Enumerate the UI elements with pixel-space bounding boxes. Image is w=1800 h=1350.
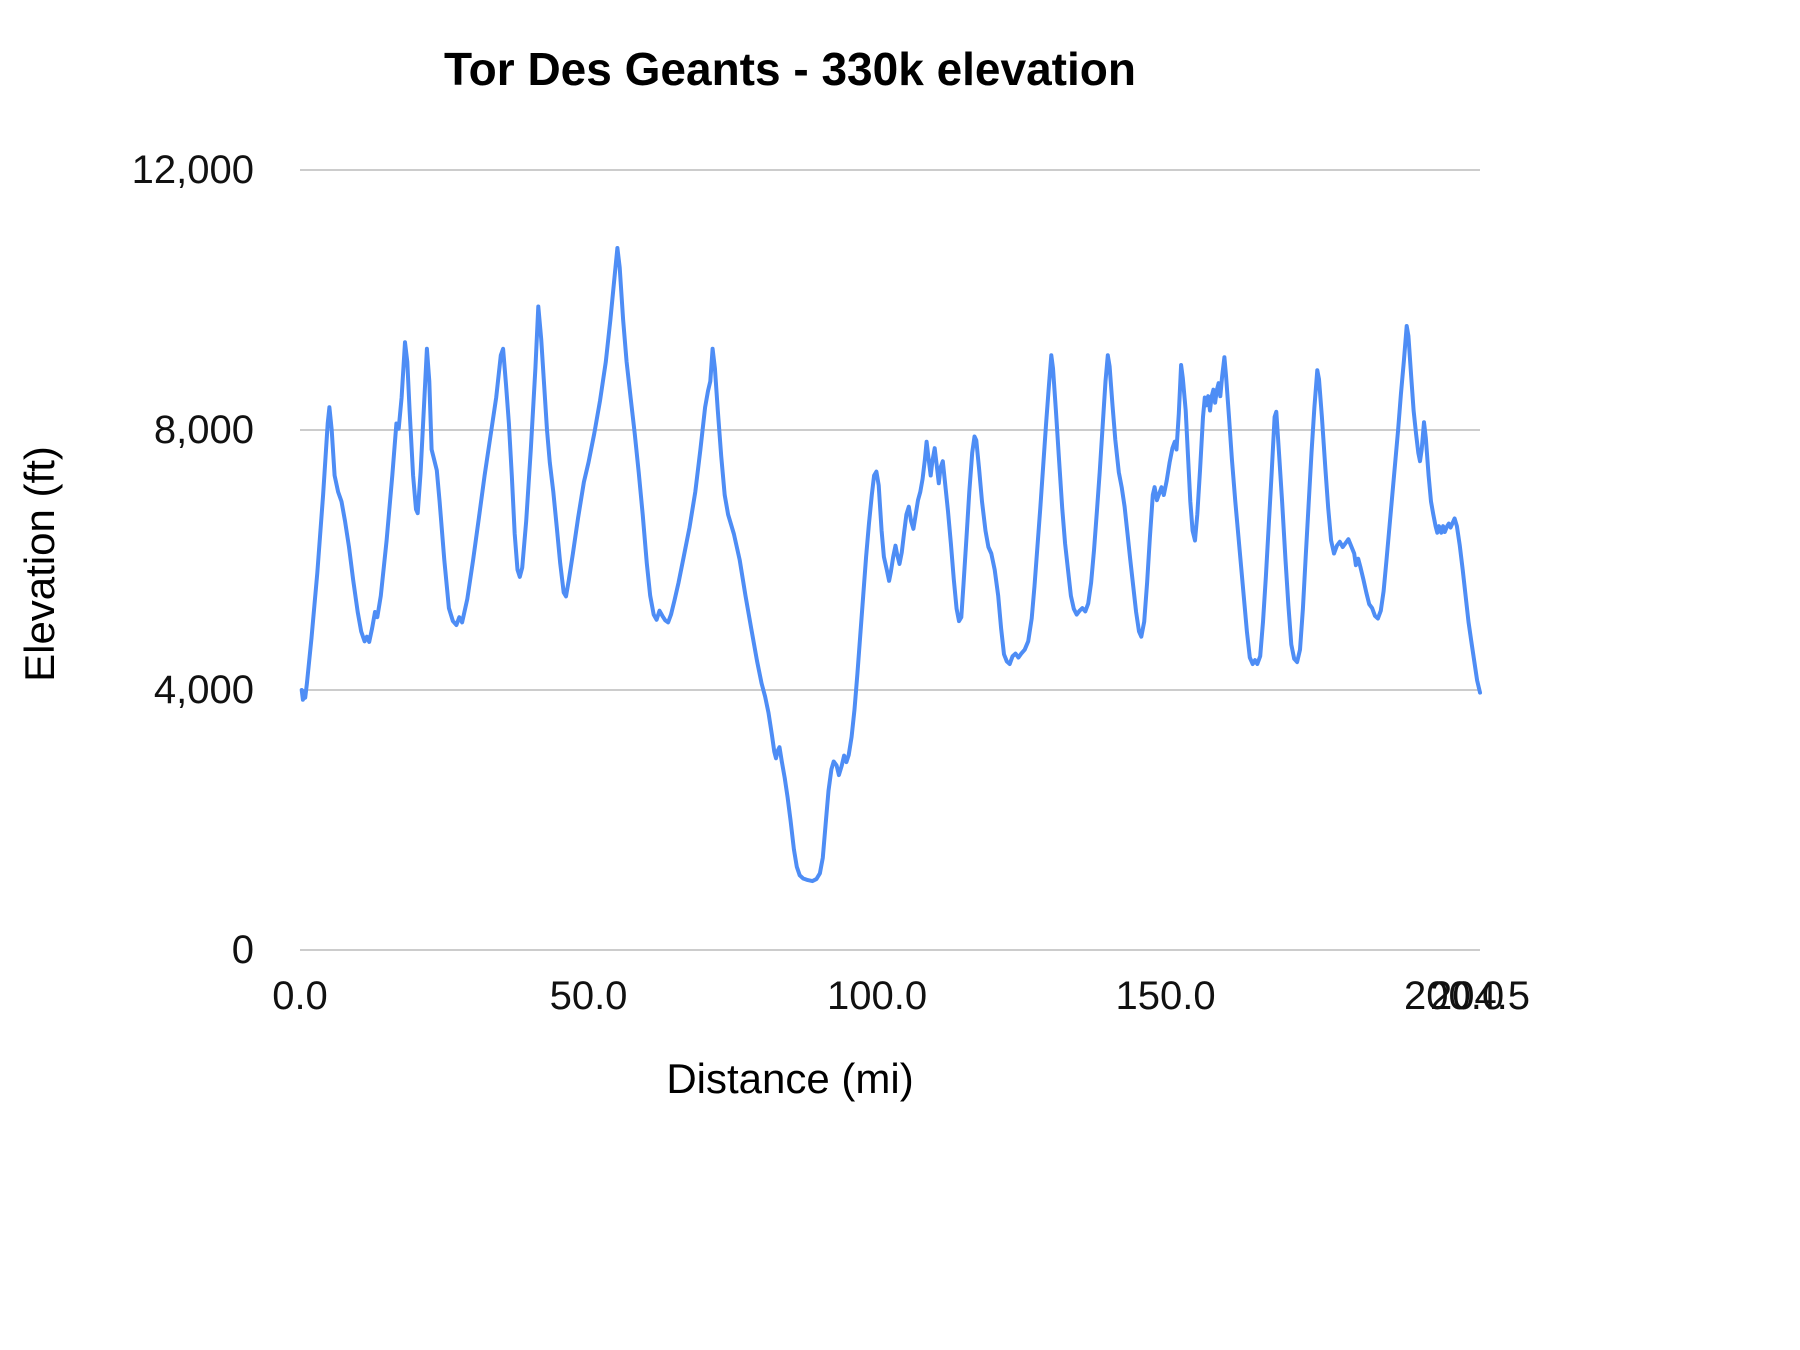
y-tick-label: 0 — [231, 928, 254, 972]
x-tick-label: 204.5 — [1429, 974, 1531, 1018]
x-tick-label: 200.0 — [1403, 974, 1505, 1018]
chart-title: Tor Des Geants - 330k elevation — [444, 43, 1136, 95]
y-tick-label: 8,000 — [153, 408, 254, 452]
plot-area — [299, 169, 1482, 951]
x-tick-label: 100.0 — [826, 974, 928, 1018]
y-tick-labels: 0 4,000 8,000 12,000 — [0, 148, 282, 972]
x-tick-labels: 0.0 50.0 100.0 150.0 200.0 204.5 — [272, 972, 1530, 1032]
y-tick-label: 12,000 — [131, 148, 254, 192]
plot-svg — [299, 169, 1482, 951]
x-tick-label: 50.0 — [549, 974, 628, 1018]
x-tick-label: 0.0 — [272, 974, 328, 1018]
x-axis-title: Distance (mi) — [666, 1055, 914, 1102]
y-tick-label: 4,000 — [153, 668, 254, 712]
elevation-line — [299, 246, 1482, 884]
x-tick-label: 150.0 — [1115, 974, 1216, 1018]
